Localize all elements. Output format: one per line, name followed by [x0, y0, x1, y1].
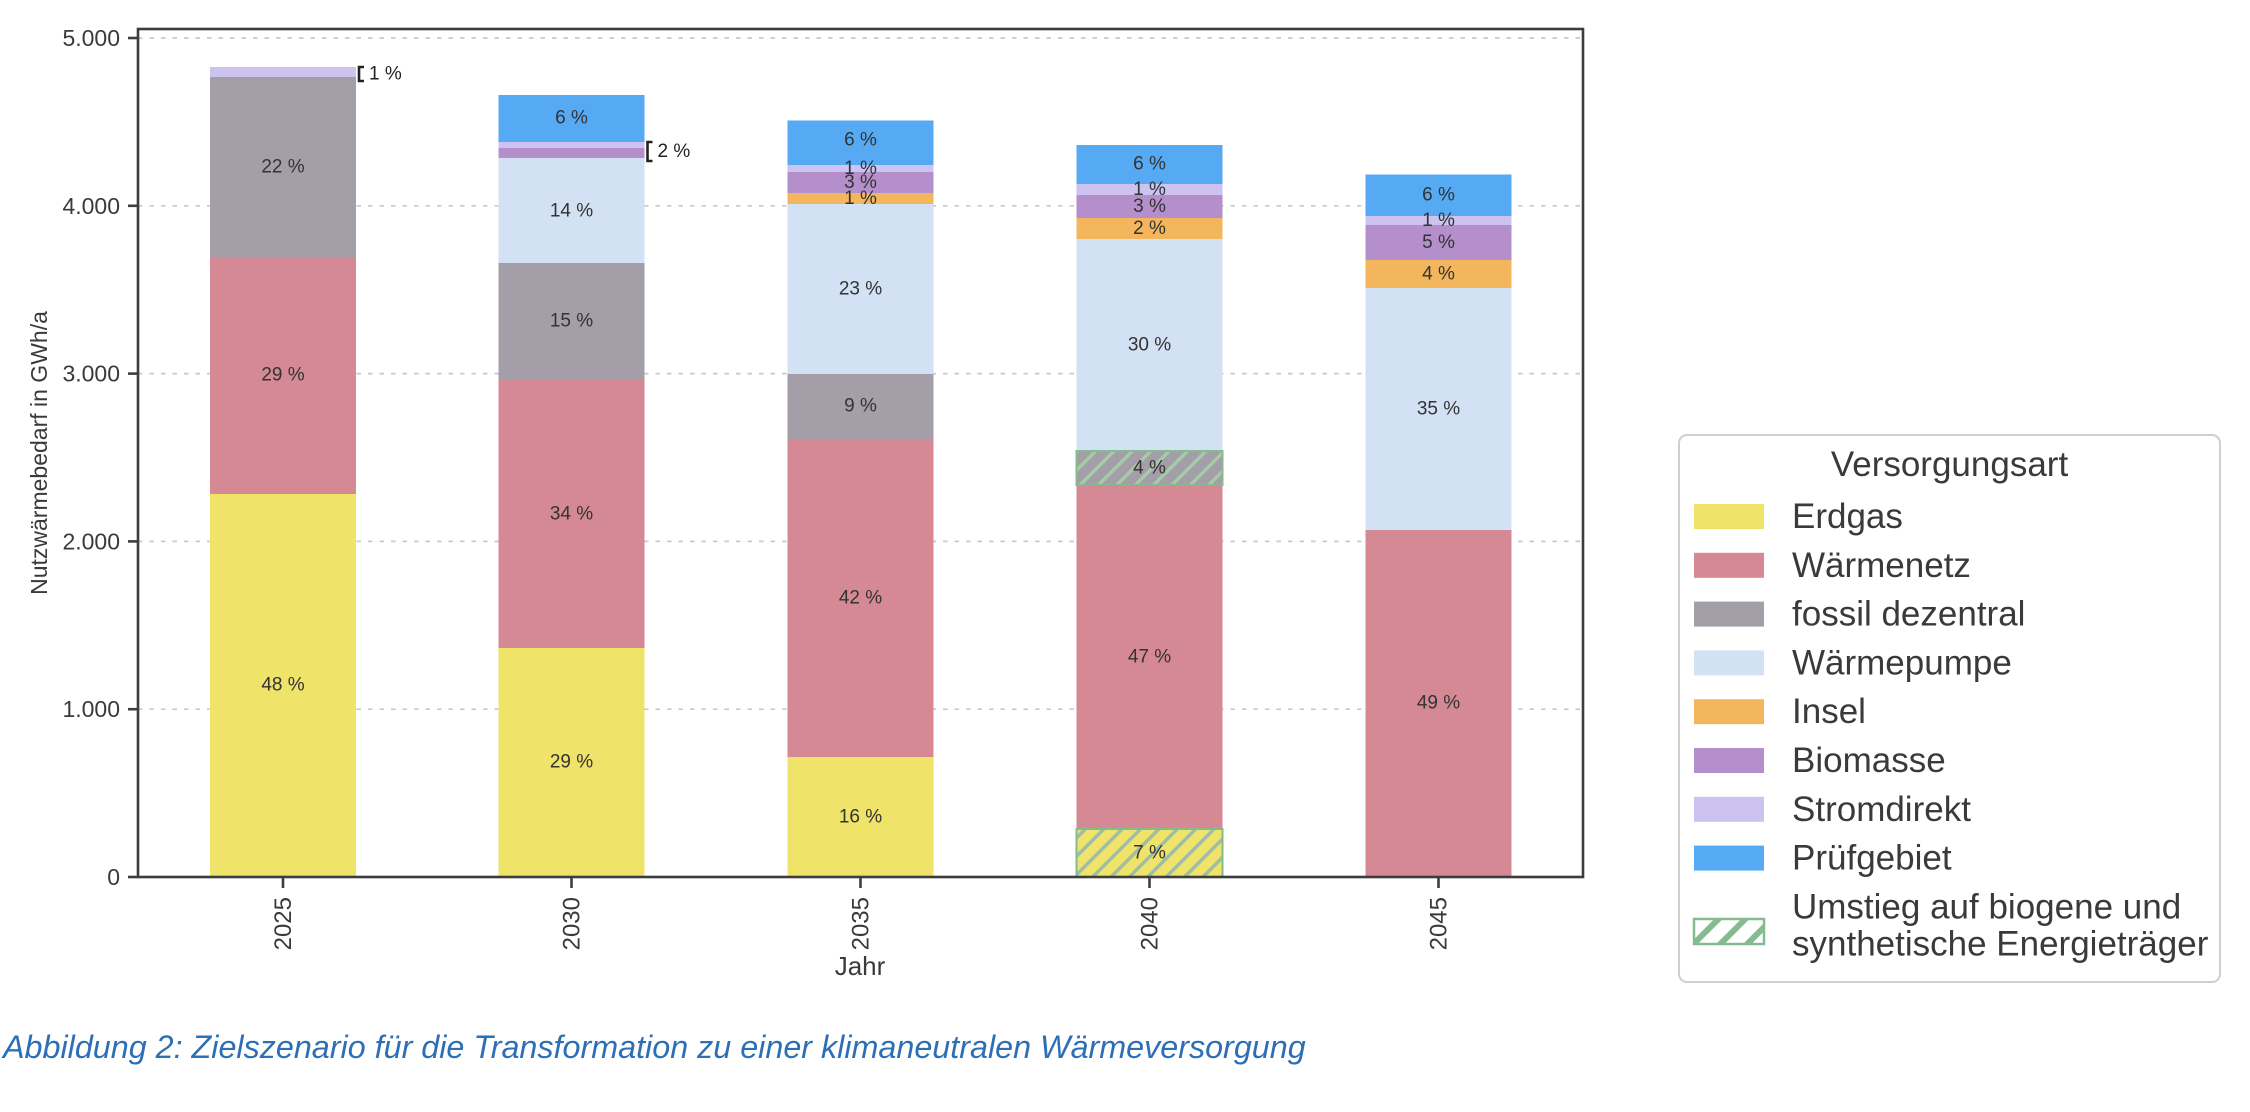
svg-text:3 %: 3 %: [844, 172, 877, 193]
svg-text:6 %: 6 %: [1422, 185, 1455, 206]
svg-text:5 %: 5 %: [1422, 232, 1455, 253]
svg-text:4 %: 4 %: [1133, 458, 1166, 479]
svg-text:42 %: 42 %: [839, 588, 882, 609]
svg-text:2030: 2030: [559, 897, 586, 950]
svg-text:2045: 2045: [1426, 897, 1453, 950]
svg-text:fossil dezentral: fossil dezentral: [1792, 595, 2025, 634]
svg-text:Nutzwärmebedarf in GWh/a: Nutzwärmebedarf in GWh/a: [26, 311, 52, 595]
svg-text:0: 0: [107, 864, 120, 890]
svg-text:4 %: 4 %: [1422, 264, 1455, 285]
svg-text:5.000: 5.000: [62, 25, 120, 51]
svg-text:Versorgungsart: Versorgungsart: [1831, 445, 2069, 484]
svg-text:Umstieg auf biogene und: Umstieg auf biogene und: [1792, 888, 2181, 927]
svg-text:1 %: 1 %: [369, 64, 402, 85]
svg-text:1 %: 1 %: [1133, 179, 1166, 200]
svg-text:2 %: 2 %: [1133, 218, 1166, 239]
svg-text:Stromdirekt: Stromdirekt: [1792, 790, 1971, 829]
svg-text:14 %: 14 %: [550, 201, 593, 222]
svg-text:7 %: 7 %: [1133, 843, 1166, 864]
svg-text:29 %: 29 %: [550, 752, 593, 773]
svg-text:49 %: 49 %: [1417, 693, 1460, 714]
svg-text:9 %: 9 %: [844, 396, 877, 417]
svg-text:2.000: 2.000: [62, 528, 120, 554]
svg-text:15 %: 15 %: [550, 311, 593, 332]
svg-text:synthetische Energieträger: synthetische Energieträger: [1792, 925, 2209, 964]
svg-text:29 %: 29 %: [261, 365, 304, 386]
svg-text:2040: 2040: [1137, 897, 1164, 950]
svg-text:6 %: 6 %: [555, 108, 588, 129]
svg-text:Wärmenetz: Wärmenetz: [1792, 546, 1971, 585]
svg-text:16 %: 16 %: [839, 807, 882, 828]
svg-text:1 %: 1 %: [844, 158, 877, 179]
svg-text:22 %: 22 %: [261, 157, 304, 178]
svg-text:1.000: 1.000: [62, 696, 120, 722]
svg-text:3 %: 3 %: [1133, 196, 1166, 217]
svg-text:Insel: Insel: [1792, 692, 1866, 731]
svg-text:4.000: 4.000: [62, 193, 120, 219]
svg-text:Abbildung 2: Zielszenario für: Abbildung 2: Zielszenario für die Transf…: [1, 1029, 1306, 1065]
svg-text:1 %: 1 %: [844, 188, 877, 209]
svg-text:30 %: 30 %: [1128, 335, 1171, 356]
svg-text:35 %: 35 %: [1417, 399, 1460, 420]
svg-text:6 %: 6 %: [1133, 154, 1166, 175]
svg-text:3.000: 3.000: [62, 361, 120, 387]
svg-text:23 %: 23 %: [839, 279, 882, 300]
svg-text:Wärmepumpe: Wärmepumpe: [1792, 643, 2012, 682]
svg-text:1 %: 1 %: [1422, 210, 1455, 231]
svg-text:47 %: 47 %: [1128, 647, 1171, 668]
svg-text:6 %: 6 %: [844, 130, 877, 151]
svg-text:Erdgas: Erdgas: [1792, 497, 1903, 536]
svg-text:2035: 2035: [848, 897, 875, 950]
svg-text:34 %: 34 %: [550, 504, 593, 525]
svg-text:Biomasse: Biomasse: [1792, 741, 1946, 780]
svg-text:2 %: 2 %: [658, 141, 691, 162]
svg-text:2025: 2025: [270, 897, 297, 950]
svg-text:Jahr: Jahr: [835, 951, 886, 981]
svg-text:Prüfgebiet: Prüfgebiet: [1792, 839, 1952, 878]
svg-text:48 %: 48 %: [261, 675, 304, 696]
